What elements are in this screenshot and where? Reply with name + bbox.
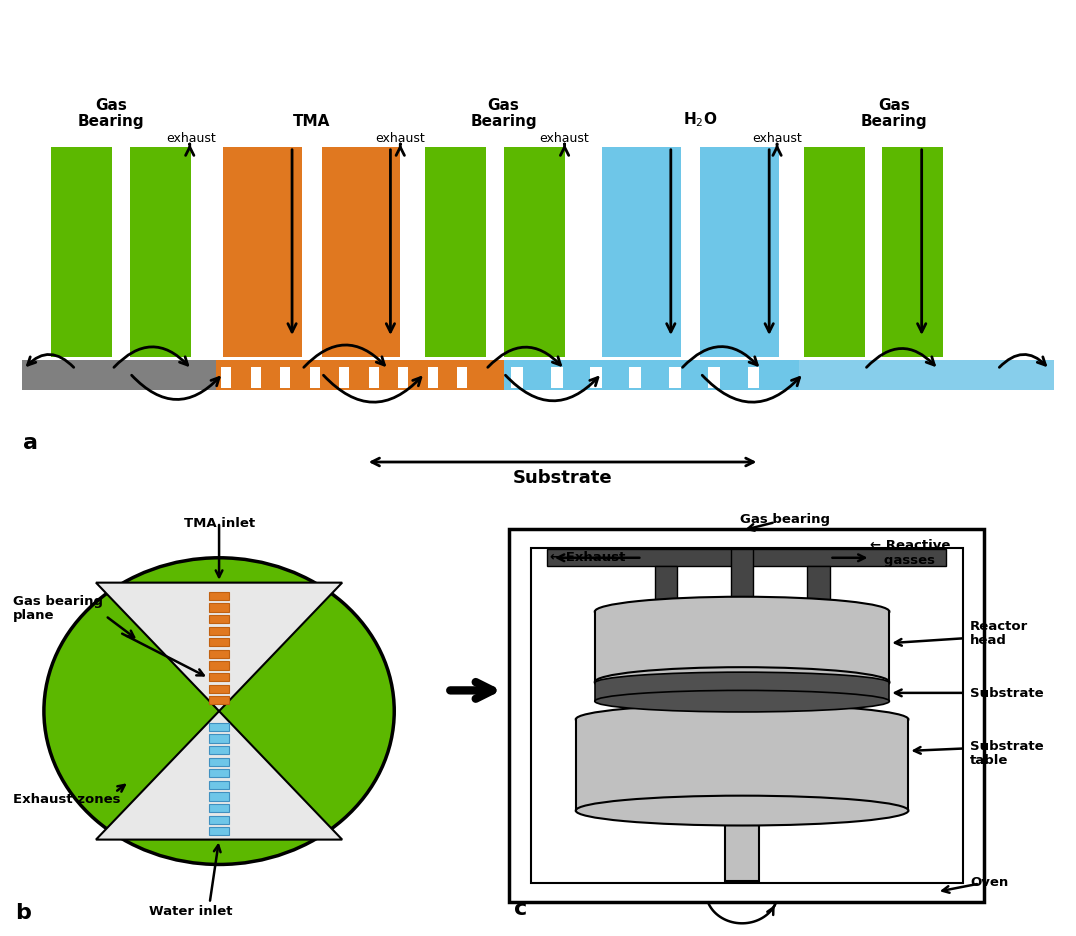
Bar xyxy=(654,566,678,636)
Text: H$_2$O: H$_2$O xyxy=(683,110,718,128)
Bar xyxy=(209,735,229,743)
Bar xyxy=(595,612,890,682)
Bar xyxy=(369,368,379,389)
Text: ← Exhaust: ← Exhaust xyxy=(550,550,625,563)
Bar xyxy=(209,651,229,658)
Bar xyxy=(882,148,944,358)
Ellipse shape xyxy=(576,796,908,826)
Bar xyxy=(216,360,513,391)
Text: c: c xyxy=(514,899,527,918)
Bar xyxy=(209,638,229,647)
Bar xyxy=(532,548,963,883)
Bar xyxy=(804,148,865,358)
Text: exhaust: exhaust xyxy=(540,132,590,145)
Text: ← Reactive
   gasses: ← Reactive gasses xyxy=(870,538,951,566)
Bar xyxy=(322,148,400,358)
Bar xyxy=(223,148,302,358)
Bar xyxy=(590,368,601,389)
Text: TMA: TMA xyxy=(293,113,330,128)
Bar xyxy=(209,746,229,754)
Ellipse shape xyxy=(44,558,394,865)
Bar xyxy=(209,592,229,600)
Text: Gas
Bearing: Gas Bearing xyxy=(861,97,928,128)
Bar xyxy=(209,781,229,789)
Bar xyxy=(601,148,681,358)
Bar xyxy=(504,360,798,391)
Text: Gas
Bearing: Gas Bearing xyxy=(77,97,144,128)
Text: Gas
Bearing: Gas Bearing xyxy=(470,97,537,128)
Bar xyxy=(595,683,890,701)
Bar xyxy=(209,827,229,836)
Text: Substrate: Substrate xyxy=(971,687,1044,699)
Text: Substrate: Substrate xyxy=(513,468,612,487)
Bar xyxy=(251,368,260,389)
Bar xyxy=(209,685,229,694)
Bar xyxy=(209,804,229,812)
Bar xyxy=(209,769,229,778)
Text: exhaust: exhaust xyxy=(166,132,215,145)
Text: exhaust: exhaust xyxy=(376,132,425,145)
Text: Gas bearing: Gas bearing xyxy=(740,513,830,526)
Polygon shape xyxy=(96,583,342,711)
Ellipse shape xyxy=(595,691,890,712)
Bar xyxy=(425,148,486,358)
Ellipse shape xyxy=(595,667,890,697)
Bar xyxy=(209,615,229,623)
Bar xyxy=(511,368,523,389)
Bar xyxy=(398,368,408,389)
Text: Gas bearing
plane: Gas bearing plane xyxy=(13,594,102,622)
Text: a: a xyxy=(24,433,39,453)
Bar xyxy=(708,368,720,389)
Ellipse shape xyxy=(595,672,890,694)
Bar xyxy=(22,360,1054,391)
Bar xyxy=(130,148,190,358)
Bar xyxy=(428,368,438,389)
Bar xyxy=(209,815,229,824)
Text: Water inlet: Water inlet xyxy=(148,904,232,916)
Bar xyxy=(209,696,229,705)
Bar xyxy=(51,148,112,358)
Bar xyxy=(457,368,467,389)
Text: Substrate
table: Substrate table xyxy=(971,739,1044,767)
Bar xyxy=(548,550,947,566)
Text: Exhaust zones: Exhaust zones xyxy=(13,792,121,805)
Bar xyxy=(339,368,349,389)
Polygon shape xyxy=(96,711,342,840)
Ellipse shape xyxy=(595,597,890,627)
Bar xyxy=(576,720,908,811)
Text: exhaust: exhaust xyxy=(752,132,802,145)
Ellipse shape xyxy=(576,705,908,735)
Bar xyxy=(209,723,229,731)
Bar xyxy=(209,662,229,670)
Bar xyxy=(222,368,231,389)
Bar xyxy=(669,368,681,389)
Text: TMA inlet: TMA inlet xyxy=(184,517,255,530)
Bar xyxy=(807,566,830,636)
Bar xyxy=(209,604,229,612)
Bar xyxy=(629,368,641,389)
Bar xyxy=(209,758,229,766)
Bar xyxy=(280,368,291,389)
Bar xyxy=(509,529,985,901)
Bar xyxy=(310,368,320,389)
Text: Reactor
head: Reactor head xyxy=(971,620,1029,646)
Bar xyxy=(731,550,753,636)
Bar xyxy=(209,673,229,681)
Bar xyxy=(551,368,563,389)
Bar xyxy=(748,368,760,389)
Bar xyxy=(725,809,759,881)
Bar xyxy=(700,148,779,358)
Text: b: b xyxy=(15,902,31,922)
Bar xyxy=(504,148,565,358)
Text: Oven: Oven xyxy=(971,874,1008,887)
Bar xyxy=(209,627,229,636)
Bar xyxy=(209,793,229,801)
Bar xyxy=(798,360,1054,391)
